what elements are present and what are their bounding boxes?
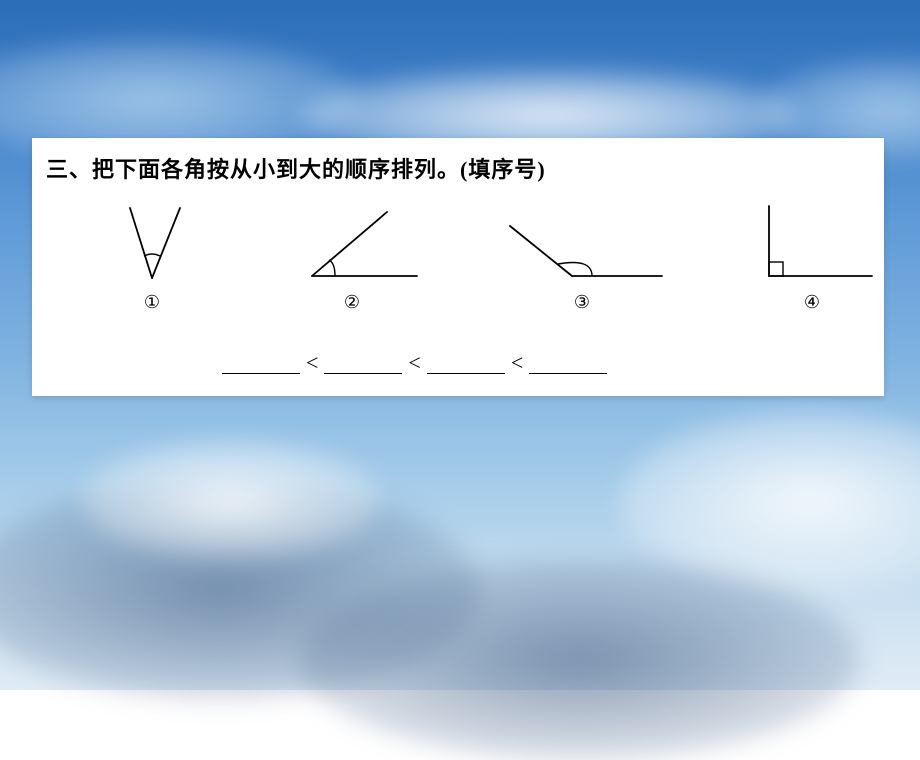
answer-blank-2[interactable] xyxy=(324,352,402,374)
angle-2-figure xyxy=(277,198,427,288)
angle-1-figure xyxy=(92,198,212,288)
answer-row: < < < xyxy=(222,348,607,374)
angle-2: ② xyxy=(272,198,432,328)
answer-blank-3[interactable] xyxy=(427,352,505,374)
less-than-symbol: < xyxy=(509,350,525,376)
angle-4: ④ xyxy=(732,198,892,328)
angles-row: ①②③④ xyxy=(32,198,884,338)
question-card: 三、把下面各角按从小到大的顺序排列。(填序号) ①②③④ <<< xyxy=(32,138,884,396)
angle-1-label: ① xyxy=(72,292,232,313)
cloud xyxy=(300,560,860,760)
angle-1: ① xyxy=(72,198,232,328)
angle-3-figure xyxy=(502,198,672,288)
angle-3: ③ xyxy=(502,198,662,328)
angle-2-label: ② xyxy=(272,292,432,313)
angle-3-label: ③ xyxy=(502,292,662,313)
answer-blank-4[interactable] xyxy=(529,352,607,374)
answer-blank-1[interactable] xyxy=(222,352,300,374)
angle-4-label: ④ xyxy=(732,292,892,313)
less-than-symbol: < xyxy=(406,350,422,376)
angle-4-figure xyxy=(747,198,877,288)
less-than-symbol: < xyxy=(304,350,320,376)
question-title: 三、把下面各角按从小到大的顺序排列。(填序号) xyxy=(46,152,546,184)
cloud xyxy=(80,440,380,560)
